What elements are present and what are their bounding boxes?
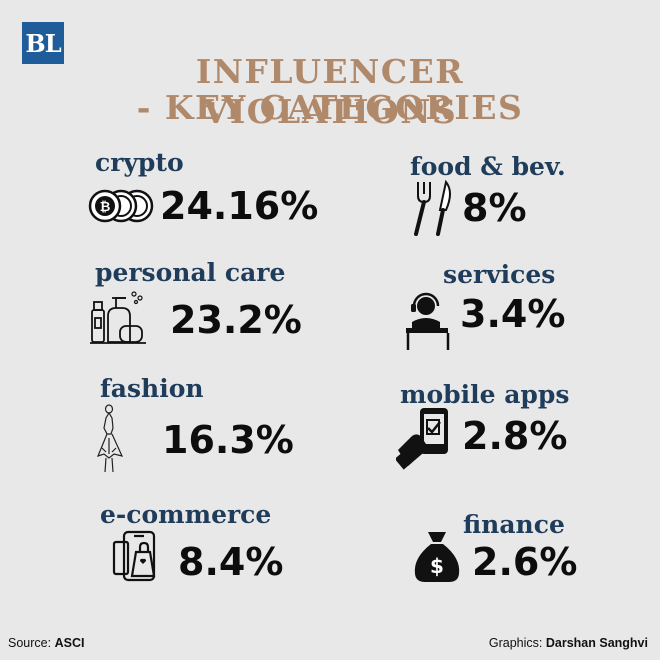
graphics-label: Graphics: [488, 636, 543, 650]
svg-text:₿: ₿ [100, 200, 111, 215]
phone-hand-icon [396, 408, 448, 470]
category-label-crypto: crypto [95, 148, 184, 177]
source-credit: Source: ASCI [8, 636, 84, 650]
category-label-personal-care: personal care [95, 258, 286, 287]
logo: BL [22, 22, 64, 64]
category-label-food-bev: food & bev. [410, 152, 566, 181]
svg-text:$: $ [430, 554, 444, 578]
category-label-services: services [443, 260, 556, 289]
category-label-fashion: fashion [100, 374, 204, 403]
value-label-e-commerce: 8.4% [178, 540, 284, 584]
category-label-mobile-apps: mobile apps [400, 380, 570, 409]
category-label-finance: finance [463, 510, 565, 539]
title-line-1: INFLUENCER VIOLATIONS [195, 52, 465, 131]
source-value: ASCI [54, 636, 85, 650]
value-label-crypto: 24.16% [160, 184, 319, 228]
category-label-e-commerce: e-commerce [100, 500, 272, 529]
graphics-value: Darshan Sanghvi [545, 636, 648, 650]
shopping-phone-icon [112, 530, 156, 582]
value-label-fashion: 16.3% [162, 418, 294, 462]
value-label-finance: 2.6% [472, 540, 578, 584]
fork-knife-icon [414, 180, 451, 236]
headset-desk-icon [406, 292, 450, 350]
value-label-food-bev: 8% [462, 186, 527, 230]
dress-icon [96, 404, 124, 473]
title-line-2: - KEY CATEGORIES [136, 88, 524, 127]
personal-care-icon [90, 291, 146, 344]
graphics-credit: Graphics: Darshan Sanghvi [489, 636, 648, 650]
value-label-services: 3.4% [460, 292, 566, 336]
value-label-personal-care: 23.2% [170, 298, 302, 342]
value-label-mobile-apps: 2.8% [462, 414, 568, 458]
source-label: Source: [8, 636, 52, 650]
money-bag-icon: $ [414, 532, 460, 582]
coins-icon: ₿ [88, 189, 154, 223]
